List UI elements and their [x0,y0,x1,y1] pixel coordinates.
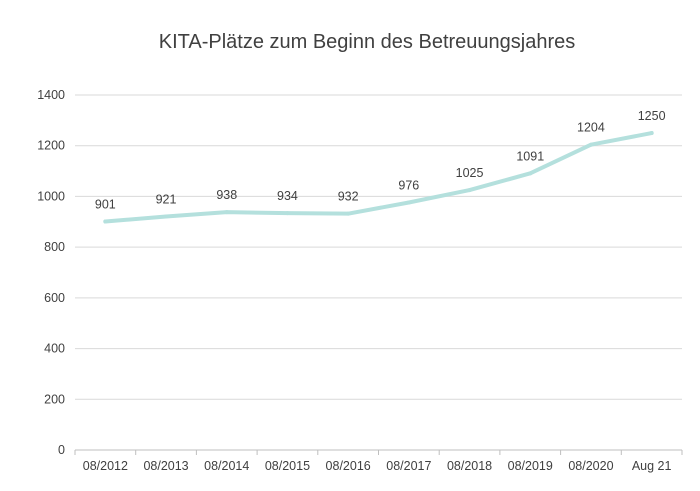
y-tick-label: 600 [44,291,65,305]
x-tick-label: 08/2018 [447,459,492,473]
y-tick-label: 0 [58,443,65,457]
data-labels: 901 921 938 934 932 976 1025 1091 1204 1250 [95,109,666,211]
data-point [103,219,108,224]
x-tick-label: 08/2014 [204,459,249,473]
y-axis-ticks: 0 200 400 600 800 1000 1200 1400 [37,88,65,457]
y-tick-label: 800 [44,240,65,254]
y-tick-label: 1200 [37,139,65,153]
gridlines [75,94,682,451]
data-point [224,210,229,215]
data-label: 932 [338,190,359,204]
y-tick-label: 1400 [37,88,65,102]
x-tick-label: 08/2015 [265,459,310,473]
data-label: 1025 [456,166,484,180]
data-label: 934 [277,189,298,203]
series-layer [103,131,654,224]
data-point [164,214,169,219]
data-label: 1091 [516,149,544,163]
data-point [406,200,411,205]
data-point [346,211,351,216]
y-tick-label: 400 [44,342,65,356]
x-tick-label: 08/2013 [143,459,188,473]
data-point [528,171,533,176]
x-tick-label: 08/2017 [386,459,431,473]
data-point [467,188,472,193]
data-point [588,142,593,147]
x-tick-label: 08/2012 [83,459,128,473]
y-tick-label: 1000 [37,189,65,203]
x-tick-label: 08/2019 [508,459,553,473]
data-label: 1204 [577,121,605,135]
series-line [103,131,654,224]
data-label: 1250 [638,109,666,123]
y-tick-label: 200 [44,392,65,406]
x-tick-label: 08/2020 [568,459,613,473]
data-point [285,211,290,216]
data-label: 901 [95,198,116,212]
x-tick-label: Aug 21 [632,459,672,473]
data-label: 921 [156,192,177,206]
x-axis-ticks: 08/2012 08/2013 08/2014 08/2015 08/2016 08/20… [74,450,683,473]
x-tick-label: 08/2016 [326,459,371,473]
data-label: 976 [398,179,419,193]
data-point [649,131,654,136]
chart-title: KITA-Plätze zum Beginn des Betreuungsjah… [159,31,576,53]
data-label: 938 [216,188,237,202]
